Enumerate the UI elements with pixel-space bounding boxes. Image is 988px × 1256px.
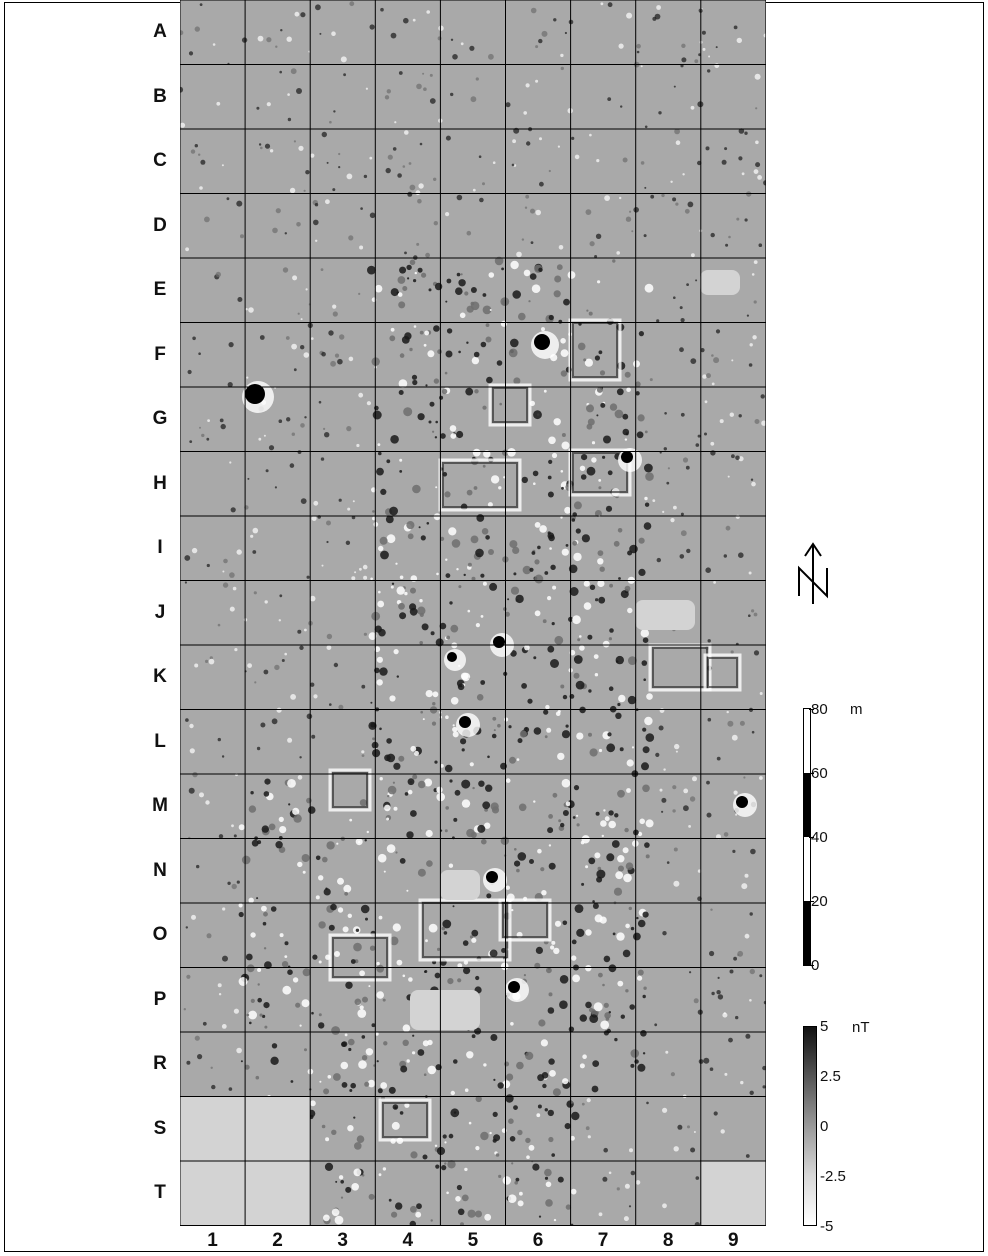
distance-unit: m bbox=[850, 701, 863, 718]
column-label: 8 bbox=[662, 1230, 674, 1251]
row-label: D bbox=[153, 214, 167, 236]
magnetic-tick: -5 bbox=[820, 1218, 834, 1235]
magnetic-tick: 2.5 bbox=[820, 1068, 841, 1085]
column-label: 2 bbox=[272, 1230, 283, 1251]
column-label: 5 bbox=[467, 1230, 479, 1251]
distance-tick-80: 80 bbox=[809, 701, 828, 718]
distance-tick: 0 bbox=[808, 957, 820, 974]
magnetometry-map-svg bbox=[180, 0, 766, 1226]
row-label: B bbox=[153, 85, 167, 107]
anomaly-texture bbox=[180, 1, 766, 1226]
row-label: J bbox=[154, 601, 166, 623]
column-label: 1 bbox=[207, 1230, 218, 1251]
row-label: G bbox=[152, 408, 168, 430]
row-label: E bbox=[153, 279, 167, 301]
row-label: P bbox=[153, 988, 167, 1010]
grid-lines bbox=[180, 0, 766, 1226]
row-label: N bbox=[153, 859, 167, 881]
column-label: 3 bbox=[337, 1230, 348, 1251]
column-label: 9 bbox=[728, 1230, 739, 1251]
magnetic-tick: 5 bbox=[820, 1018, 829, 1035]
magnetic-scale-bar bbox=[803, 1026, 817, 1226]
scale-segment-40-60 bbox=[804, 773, 810, 837]
magnetic-tick: 0 bbox=[820, 1118, 829, 1135]
north-arrow-icon bbox=[793, 540, 833, 608]
row-label: O bbox=[152, 924, 168, 946]
row-label: K bbox=[153, 666, 167, 688]
row-label: R bbox=[153, 1053, 167, 1075]
column-label: 7 bbox=[597, 1230, 609, 1251]
magnetometry-map bbox=[180, 0, 766, 1226]
column-label: 6 bbox=[532, 1230, 544, 1251]
row-label: I bbox=[157, 537, 163, 559]
distance-tick: 60 bbox=[809, 765, 828, 782]
distance-tick: 20 bbox=[809, 893, 828, 910]
row-label: A bbox=[153, 21, 167, 43]
distance-tick: 40 bbox=[809, 829, 828, 846]
scale-segment-0-20 bbox=[804, 901, 810, 965]
magnetic-tick: -2.5 bbox=[820, 1168, 846, 1185]
dipole-anomalies bbox=[242, 331, 757, 1002]
unsurveyed-squares bbox=[180, 270, 766, 1226]
row-label: L bbox=[154, 730, 166, 752]
column-label: 4 bbox=[402, 1230, 414, 1251]
row-label: F bbox=[154, 343, 166, 365]
row-label: S bbox=[153, 1117, 167, 1139]
row-label: C bbox=[153, 150, 167, 172]
magnetic-unit: nT bbox=[852, 1019, 870, 1036]
row-label: M bbox=[152, 795, 168, 817]
row-label: T bbox=[154, 1182, 166, 1204]
building-features bbox=[328, 318, 742, 1142]
row-label: H bbox=[153, 472, 167, 494]
